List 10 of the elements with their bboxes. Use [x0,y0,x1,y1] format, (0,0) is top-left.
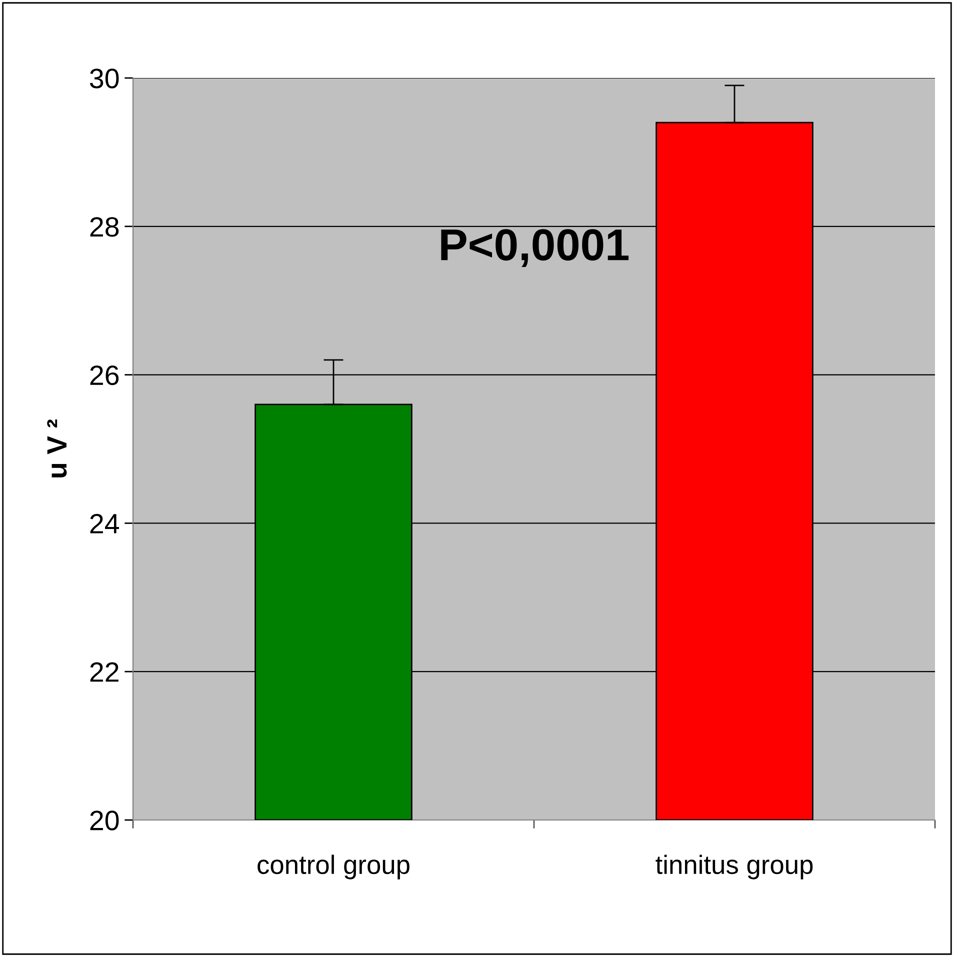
y-tick-label: 26 [90,365,119,386]
x-tick-label: tinnitus group [656,854,813,880]
y-tick-label: 30 [90,68,119,88]
y-tick-label: 28 [90,217,119,237]
y-tick-label: 22 [90,662,118,682]
y-tick-label: 24 [90,514,119,534]
annotation: P<0,0001 [441,229,629,268]
x-tick-label: control group [258,854,410,880]
y-tick-label: 20 [90,810,119,830]
y-axis-title: u V ² [47,419,67,478]
